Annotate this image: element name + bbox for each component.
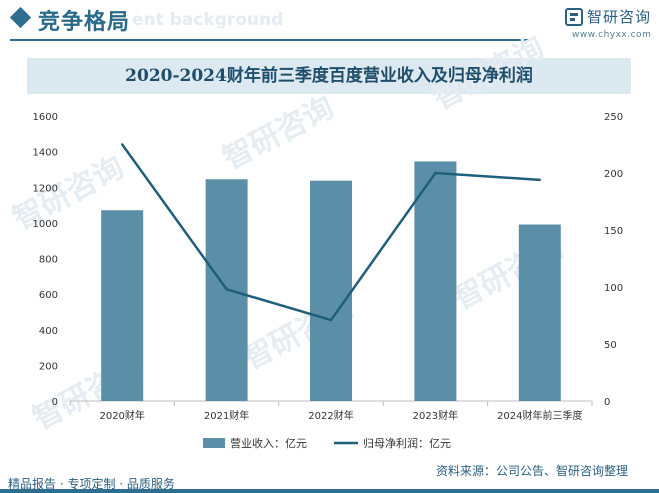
chart-title-band (27, 58, 631, 94)
line-point-0 (121, 143, 124, 146)
line-point-4 (538, 178, 541, 182)
header-divider (10, 39, 530, 41)
brand-url: www.chyxx.com (572, 30, 652, 40)
watermark-1: 智研咨询 (217, 90, 339, 177)
legend: 营业收入：亿元 归母净利润：亿元 (203, 436, 451, 450)
line-point-3 (434, 171, 437, 175)
bar-series (101, 161, 561, 401)
line-point-1 (225, 288, 228, 291)
x-tick-label-3: 2023财年 (413, 409, 458, 422)
page-title: 竞争格局 (38, 10, 131, 35)
y-right-tick-label-3: 150 (604, 226, 623, 237)
legend-label-profit: 归母净利润：亿元 (363, 436, 451, 450)
y-left-tick-label-2: 400 (39, 326, 58, 337)
legend-swatch-revenue (203, 438, 225, 448)
x-tick-label-0: 2020财年 (99, 409, 144, 422)
y-left-tick-label-5: 1000 (33, 219, 58, 230)
line-point-2 (329, 318, 333, 322)
line-series (121, 143, 541, 322)
y-right-tick-label-0: 0 (604, 397, 610, 408)
footer-divider (0, 489, 659, 493)
y-left-tick-label-7: 1400 (33, 148, 58, 159)
axes (69, 400, 593, 406)
bar-0 (101, 210, 144, 401)
y-left-tick-label-8: 1600 (33, 112, 58, 123)
y-left-tick-label-0: 0 (52, 397, 58, 408)
x-tick-label-1: 2021财年 (204, 409, 249, 422)
footer-band (0, 462, 659, 493)
y-right-tick-label-1: 50 (604, 340, 617, 351)
legend-label-revenue: 营业收入：亿元 (230, 436, 307, 450)
x-tick-label-4: 2024财年前三季度 (497, 409, 582, 422)
y-left-tick-label-1: 200 (39, 361, 58, 372)
y-right-tick-label-4: 200 (604, 169, 623, 180)
header: ent background 竞争格局 智研咨询 www.chyxx.com (0, 0, 659, 46)
y-left-tick-label-3: 600 (39, 290, 58, 301)
y-left-tick-label-6: 1200 (33, 183, 58, 194)
header-ghost-text: ent background (132, 10, 284, 30)
bar-4 (518, 224, 561, 401)
y-right-tick-label-5: 250 (604, 112, 623, 123)
chart-title: 2020-2024财年前三季度百度营业收入及归母净利润 (125, 66, 533, 86)
y-right-tick-label-2: 100 (604, 283, 623, 294)
bar-3 (414, 161, 457, 401)
footer-source: 资料来源：公司公告、智研咨询整理 (436, 464, 629, 478)
brand-logo-icon (565, 8, 583, 26)
bar-2 (310, 180, 352, 401)
brand-name: 智研咨询 (587, 8, 652, 26)
y-left-tick-label-4: 800 (39, 255, 58, 266)
x-tick-label-2: 2022财年 (308, 409, 353, 422)
tick-labels: 0 200 400 600 800 1000 1200 1400 1600 0 50 100 150 20… (33, 112, 624, 422)
footer-slogan: 精品报告 · 专项定制 · 品质服务 (8, 477, 175, 491)
